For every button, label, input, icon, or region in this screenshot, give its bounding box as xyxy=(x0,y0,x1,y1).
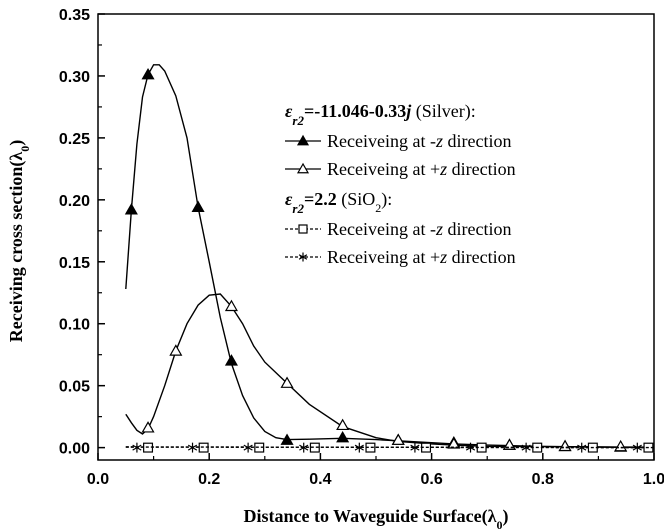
y-axis-title: Receiving cross section(λ0) xyxy=(6,140,32,342)
data-marker xyxy=(521,442,531,453)
legend-group-header: εr2=2.2 (SiO2): xyxy=(285,189,392,216)
data-marker xyxy=(299,442,309,453)
data-marker xyxy=(465,442,476,453)
data-marker xyxy=(132,442,142,453)
x-tick-label: 0.0 xyxy=(87,471,109,488)
series-4 xyxy=(125,442,655,453)
series-line xyxy=(125,293,655,448)
data-marker xyxy=(169,344,183,356)
asterisk-stroke xyxy=(521,444,531,451)
y-tick-label: 0.25 xyxy=(59,131,90,148)
data-marker xyxy=(280,376,294,388)
asterisk-stroke xyxy=(299,444,309,451)
data-marker xyxy=(447,437,461,449)
data-marker xyxy=(224,354,238,366)
data-marker xyxy=(243,442,253,453)
data-marker xyxy=(187,442,198,453)
series-line xyxy=(125,64,655,449)
data-marker xyxy=(309,442,320,453)
legend-entry: Receiveing at +z direction xyxy=(285,247,516,267)
y-tick-label: 0.35 xyxy=(59,7,90,24)
data-marker xyxy=(296,134,310,146)
data-marker xyxy=(336,418,350,431)
legend-entry: Receiveing at -z direction xyxy=(285,131,511,151)
data-marker xyxy=(336,430,350,443)
data-marker xyxy=(280,433,294,445)
legend-label: Receiveing at -z direction xyxy=(327,219,511,239)
y-tick-label: 0.00 xyxy=(59,441,90,458)
asterisk-stroke xyxy=(632,444,642,451)
legend-label: Receiveing at -z direction xyxy=(327,131,511,151)
legend-label: Receiveing at +z direction xyxy=(327,247,516,267)
asterisk-stroke xyxy=(465,444,476,451)
series-3 xyxy=(125,442,655,453)
data-marker xyxy=(124,203,138,215)
data-marker xyxy=(354,442,364,453)
data-marker xyxy=(410,442,420,453)
x-axis-ticks: 0.0 0.2 0.4 0.6 0.8 1.0 xyxy=(87,453,664,488)
data-marker xyxy=(298,252,308,262)
data-marker xyxy=(191,200,205,212)
data-marker xyxy=(296,162,310,174)
series-layer xyxy=(124,64,655,453)
data-marker xyxy=(141,67,155,80)
y-tick-label: 0.30 xyxy=(59,69,90,86)
data-marker xyxy=(632,442,642,453)
x-axis-title: Distance to Waveguide Surface(λ0) xyxy=(244,506,509,532)
legend-group-header: εr2=-11.046-0.33j (Silver): xyxy=(285,101,476,128)
x-tick-label: 1.0 xyxy=(643,471,664,488)
data-marker xyxy=(391,433,405,445)
data-marker xyxy=(558,439,572,452)
asterisk-stroke xyxy=(410,444,420,451)
y-tick-label: 0.15 xyxy=(59,255,90,272)
legend-label: Receiveing at +z direction xyxy=(327,159,516,179)
legend-entry: Receiveing at -z direction xyxy=(285,219,511,239)
asterisk-stroke xyxy=(187,444,198,451)
x-tick-label: 0.6 xyxy=(420,471,442,488)
x-tick-label: 0.8 xyxy=(532,471,554,488)
asterisk-stroke xyxy=(243,444,253,451)
series-2 xyxy=(125,293,655,452)
series-line xyxy=(125,446,655,449)
y-axis-ticks: 0.00 0.05 0.10 0.15 0.20 0.25 0.30 0.35 xyxy=(59,7,105,458)
data-marker xyxy=(298,224,308,234)
legend: εr2=-11.046-0.33j (Silver): Receiveing at… xyxy=(285,101,516,267)
y-tick-label: 0.05 xyxy=(59,379,90,396)
asterisk-stroke xyxy=(577,444,587,451)
x-tick-label: 0.2 xyxy=(198,471,220,488)
legend-entry: Receiveing at +z direction xyxy=(285,159,516,179)
data-marker xyxy=(141,421,155,433)
data-marker xyxy=(577,442,587,453)
y-tick-label: 0.10 xyxy=(59,317,90,334)
data-marker xyxy=(224,299,238,312)
x-tick-label: 0.4 xyxy=(309,471,331,488)
y-tick-label: 0.20 xyxy=(59,193,90,210)
data-marker xyxy=(614,439,628,452)
asterisk-stroke xyxy=(132,444,142,451)
asterisk-stroke xyxy=(298,254,308,260)
asterisk-stroke xyxy=(354,444,364,451)
